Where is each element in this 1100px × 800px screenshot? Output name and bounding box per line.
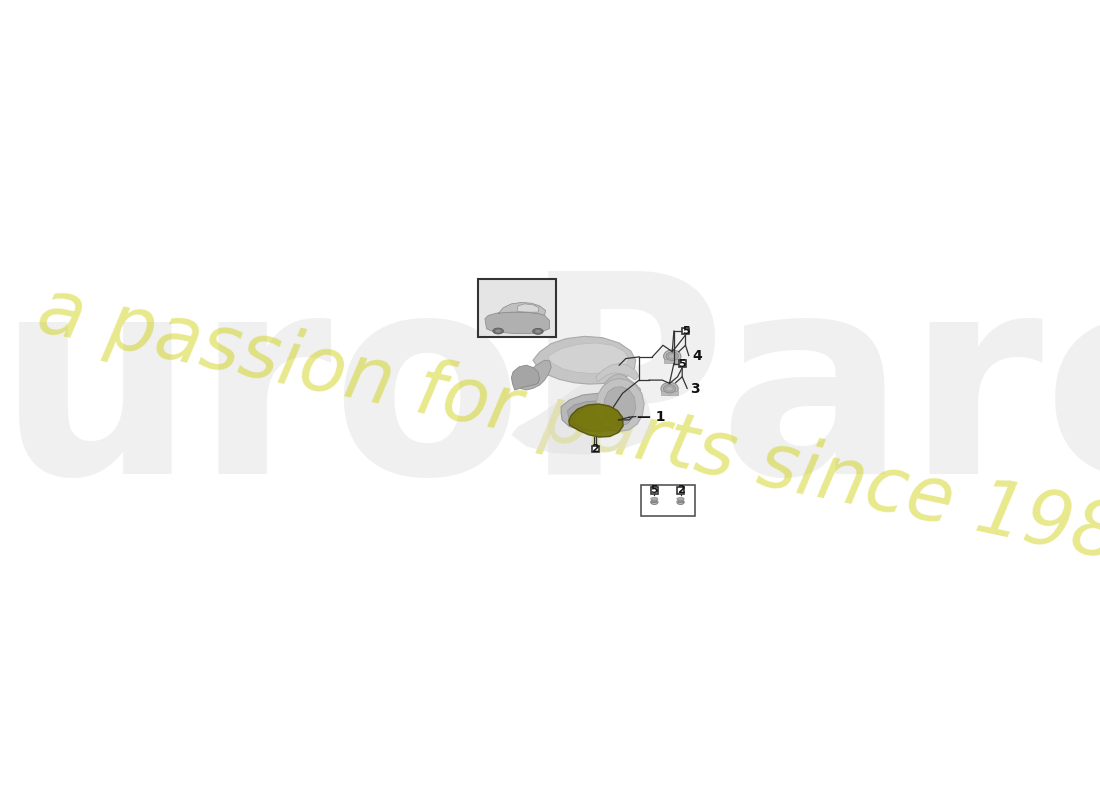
Ellipse shape: [666, 386, 673, 391]
Ellipse shape: [663, 350, 681, 362]
Text: 2: 2: [676, 485, 684, 495]
Text: a passion for parts since 1985: a passion for parts since 1985: [31, 274, 1100, 586]
Polygon shape: [575, 406, 618, 432]
Bar: [679, 360, 685, 367]
Bar: [478, 279, 557, 337]
Text: 5: 5: [650, 485, 658, 495]
Ellipse shape: [661, 382, 679, 395]
Polygon shape: [548, 343, 629, 374]
Bar: [592, 446, 598, 452]
Bar: [678, 487, 684, 494]
Polygon shape: [603, 386, 636, 426]
Text: 4: 4: [692, 350, 702, 363]
Polygon shape: [485, 312, 550, 334]
Polygon shape: [596, 363, 639, 382]
Polygon shape: [569, 404, 624, 437]
Ellipse shape: [666, 352, 679, 361]
Polygon shape: [498, 302, 546, 315]
Polygon shape: [604, 374, 640, 395]
Ellipse shape: [493, 328, 504, 334]
Ellipse shape: [676, 498, 684, 500]
Bar: [651, 487, 658, 494]
Ellipse shape: [663, 385, 675, 393]
Text: — 1: — 1: [637, 410, 666, 424]
Polygon shape: [512, 377, 652, 454]
Polygon shape: [534, 336, 636, 384]
Polygon shape: [596, 378, 645, 431]
Ellipse shape: [669, 354, 675, 358]
Bar: [682, 328, 689, 334]
Ellipse shape: [651, 500, 658, 505]
Text: euroPares: euroPares: [0, 262, 1100, 532]
Polygon shape: [661, 391, 679, 395]
Ellipse shape: [676, 500, 684, 505]
Polygon shape: [518, 360, 551, 390]
Polygon shape: [568, 401, 624, 430]
Polygon shape: [517, 304, 539, 312]
Ellipse shape: [495, 330, 502, 333]
Polygon shape: [561, 394, 630, 431]
Ellipse shape: [532, 328, 543, 334]
Bar: [640, 485, 695, 516]
Ellipse shape: [651, 498, 658, 500]
Polygon shape: [512, 365, 540, 390]
Text: 2: 2: [592, 444, 600, 454]
Ellipse shape: [535, 330, 541, 333]
Text: 3: 3: [691, 382, 700, 396]
Text: 5: 5: [679, 358, 686, 369]
Text: 5: 5: [682, 326, 690, 336]
Polygon shape: [663, 359, 681, 363]
